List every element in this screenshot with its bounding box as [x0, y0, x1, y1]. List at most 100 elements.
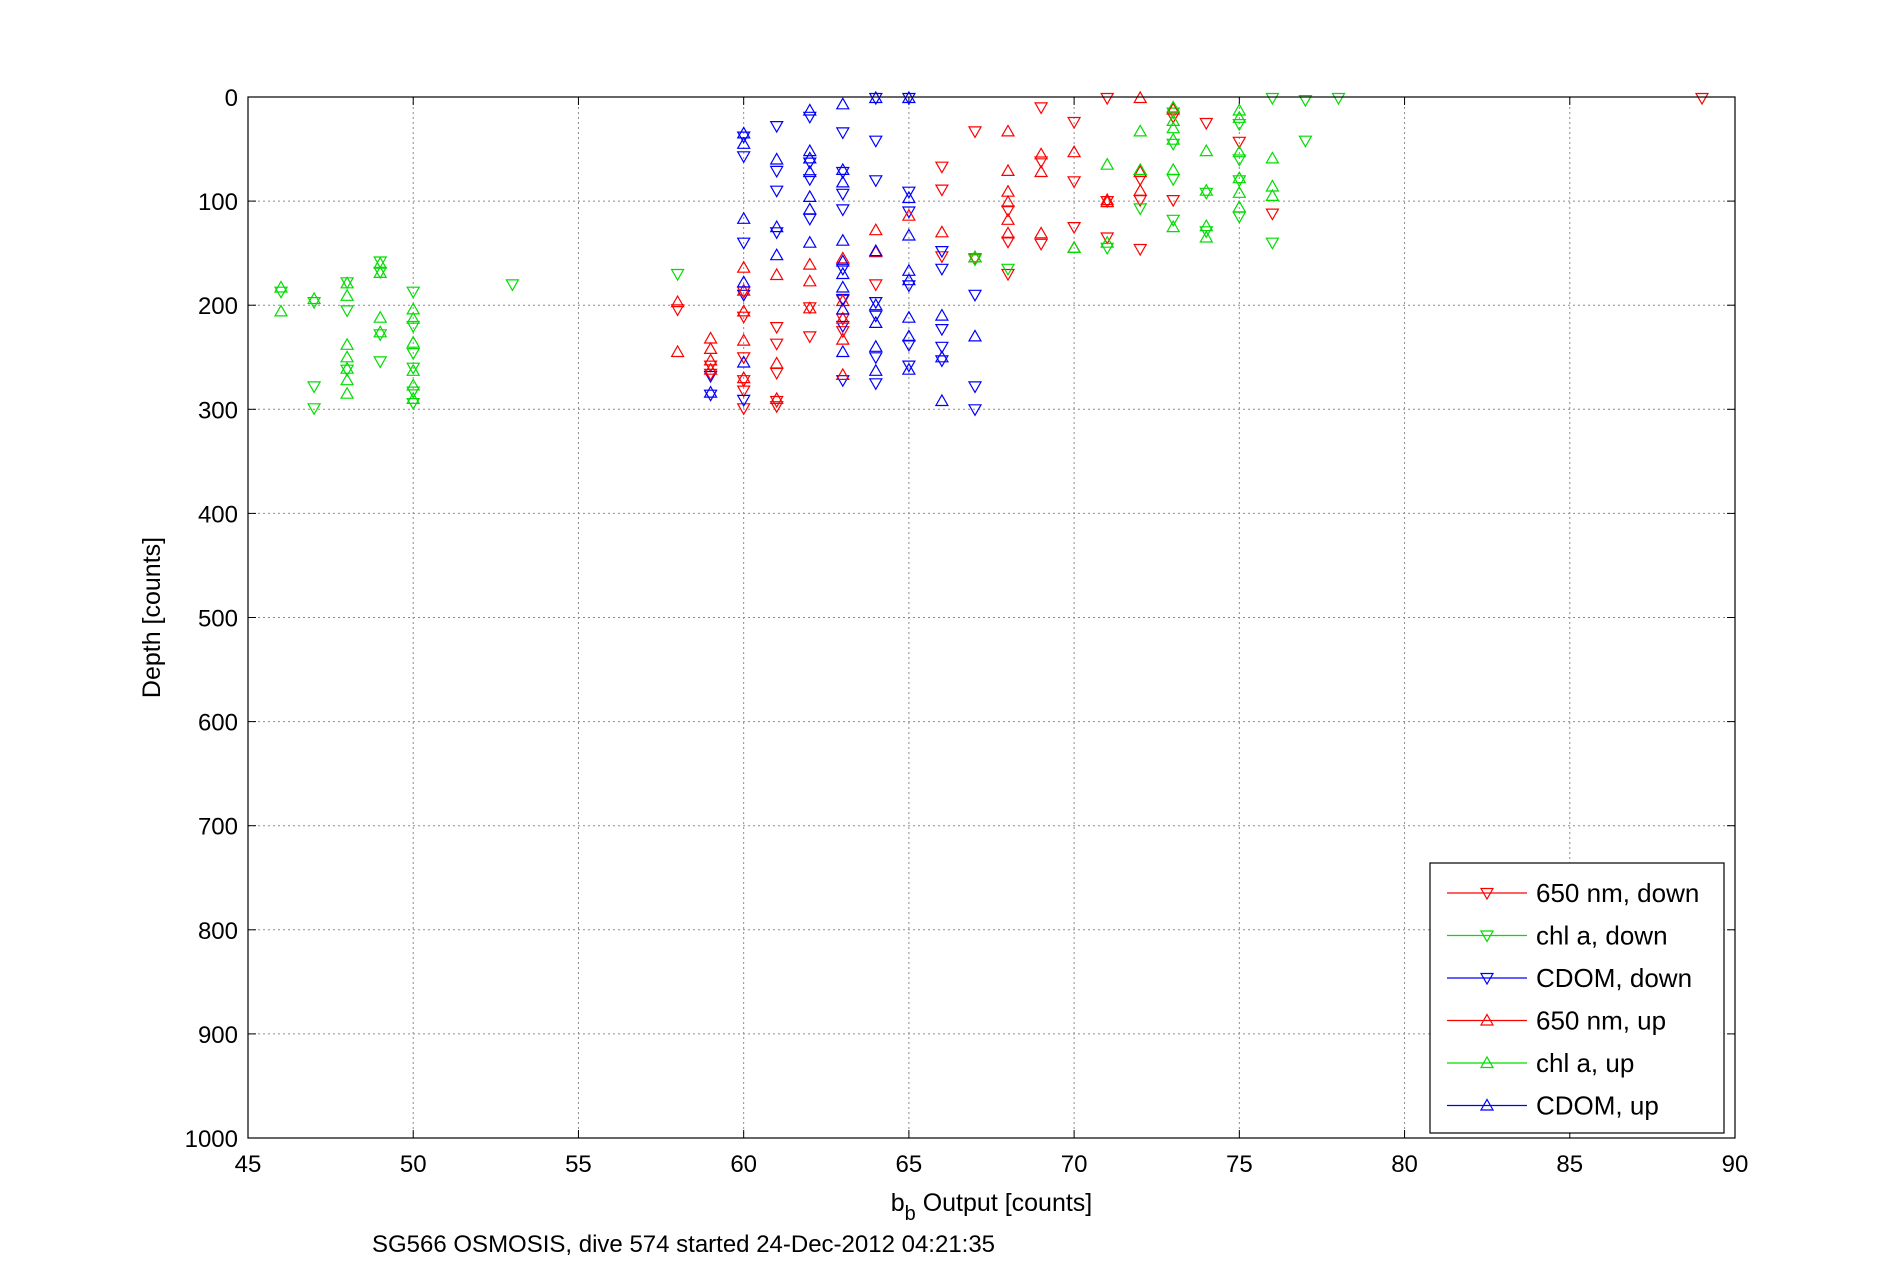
- data-point: [406, 348, 421, 361]
- data-point: [1067, 240, 1082, 253]
- x-tick-label: 85: [1556, 1151, 1583, 1178]
- data-point: [901, 272, 916, 286]
- data-point: [406, 320, 421, 334]
- data-point: [802, 189, 817, 202]
- data-point: [670, 294, 685, 308]
- data-point: [1034, 147, 1049, 160]
- data-point: [1199, 143, 1214, 157]
- data-point: [967, 329, 983, 342]
- legend-marker: [1479, 1055, 1495, 1069]
- data-point: [1265, 208, 1280, 221]
- data-point: [835, 233, 850, 246]
- legend-label: CDOM, up: [1536, 1091, 1659, 1121]
- data-point: [1034, 156, 1049, 169]
- data-point: [1000, 268, 1016, 282]
- data-point: [835, 326, 850, 339]
- data-point: [802, 301, 817, 314]
- data-point: [1232, 170, 1247, 184]
- data-point: [835, 367, 850, 380]
- data-point: [835, 375, 850, 388]
- data-point: [868, 352, 883, 365]
- x-tick-label: 75: [1226, 1151, 1253, 1178]
- legend-label: chl a, up: [1536, 1048, 1634, 1078]
- data-point: [340, 288, 355, 301]
- data-point: [802, 174, 817, 187]
- data-point: [1265, 151, 1280, 164]
- data-point: [736, 136, 751, 149]
- data-point: [340, 276, 355, 289]
- data-point: [1199, 226, 1214, 239]
- data-point: [1100, 235, 1115, 248]
- data-point: [835, 344, 850, 358]
- data-point: [1100, 232, 1115, 245]
- data-point: [1000, 263, 1016, 277]
- data-point: [340, 364, 355, 377]
- data-point: [1232, 136, 1247, 150]
- legend-marker: [1479, 1013, 1495, 1026]
- data-point: [901, 228, 916, 241]
- data-point: [769, 227, 784, 240]
- data-point: [835, 332, 850, 345]
- data-point: [835, 251, 850, 264]
- data-point: [736, 237, 751, 250]
- data-point: [868, 243, 883, 257]
- x-axis-label-subscript: b: [905, 1203, 916, 1225]
- x-tick-label: 80: [1391, 1151, 1418, 1178]
- data-point: [307, 381, 322, 394]
- data-point: [406, 362, 421, 375]
- data-point: [1166, 214, 1181, 228]
- legend-entry: 650 nm, down: [1447, 878, 1699, 908]
- data-point: [835, 188, 850, 202]
- data-point: [1232, 175, 1247, 188]
- y-tick-label: 700: [198, 814, 238, 841]
- data-point: [769, 338, 784, 351]
- data-point: [1265, 188, 1280, 201]
- data-point: [1166, 195, 1181, 208]
- data-point: [769, 120, 784, 134]
- data-point: [1166, 107, 1181, 120]
- data-point: [901, 362, 916, 375]
- data-point: [1133, 183, 1148, 196]
- data-point: [406, 363, 421, 376]
- data-point: [340, 386, 355, 399]
- data-point: [967, 381, 983, 394]
- data-point: [1067, 144, 1082, 158]
- data-point: [967, 254, 983, 267]
- data-point: [868, 310, 883, 323]
- data-point: [1000, 163, 1016, 176]
- data-point: [307, 297, 322, 310]
- data-point: [703, 362, 718, 375]
- data-point: [835, 266, 850, 280]
- data-point: [670, 344, 685, 358]
- y-tick-label: 100: [198, 189, 238, 216]
- data-point: [1265, 92, 1280, 106]
- data-point: [802, 274, 817, 287]
- data-point: [670, 304, 685, 317]
- data-point: [901, 208, 916, 221]
- data-point: [736, 375, 751, 388]
- data-point: [406, 311, 421, 324]
- data-point: [934, 350, 949, 363]
- data-point: [736, 385, 751, 398]
- y-tick-label: 300: [198, 397, 238, 424]
- data-point: [736, 352, 751, 365]
- data-point: [1133, 162, 1148, 175]
- data-point: [273, 304, 289, 317]
- data-point: [934, 251, 949, 264]
- data-point: [373, 325, 388, 338]
- data-point: [802, 103, 817, 116]
- data-point: [1133, 203, 1148, 216]
- data-point: [1133, 164, 1148, 178]
- data-point: [868, 135, 883, 148]
- data-point: [1000, 212, 1016, 225]
- data-point: [1694, 92, 1710, 106]
- data-point: [1232, 185, 1247, 198]
- series-group: [703, 92, 983, 417]
- data-point: [901, 186, 916, 199]
- data-point: [934, 246, 949, 259]
- data-point: [406, 286, 421, 299]
- data-point: [835, 166, 850, 180]
- data-point: [934, 184, 949, 197]
- legend-label: CDOM, down: [1536, 963, 1692, 993]
- data-point: [373, 265, 388, 278]
